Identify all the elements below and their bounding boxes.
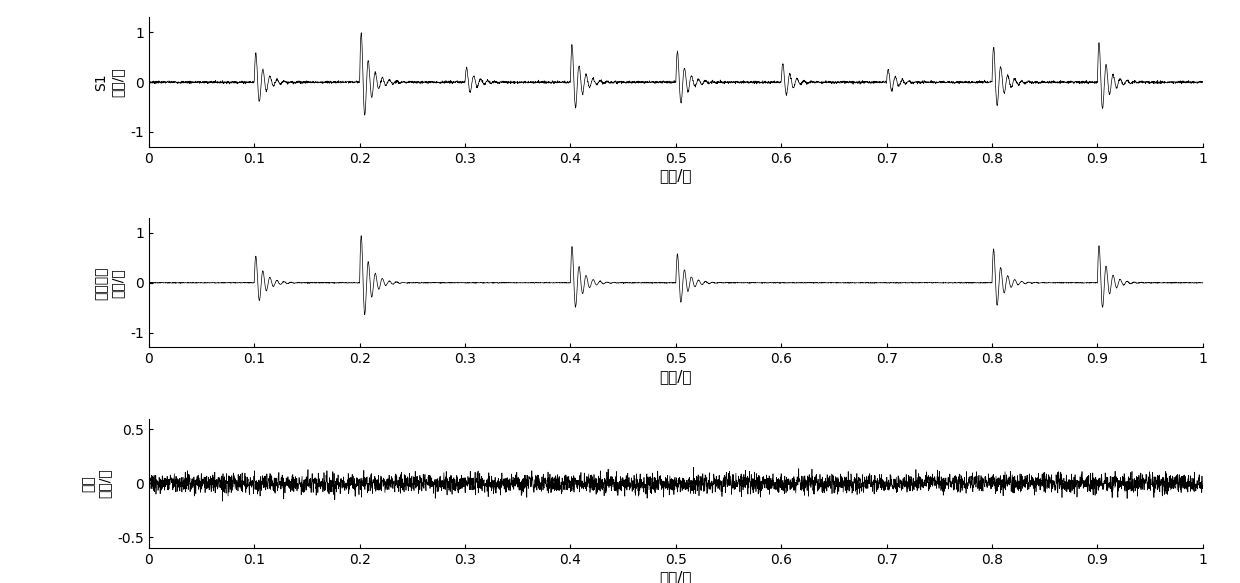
X-axis label: 时间/秒: 时间/秒 [660, 168, 692, 184]
X-axis label: 时间/秒: 时间/秒 [660, 369, 692, 384]
Y-axis label: S1
幅度/伏: S1 幅度/伏 [94, 67, 125, 97]
Y-axis label: 稀疏表示
幅度/伏: 稀疏表示 幅度/伏 [94, 266, 125, 300]
X-axis label: 时间/秒: 时间/秒 [660, 570, 692, 583]
Y-axis label: 残差
幅度/伏: 残差 幅度/伏 [82, 469, 112, 498]
